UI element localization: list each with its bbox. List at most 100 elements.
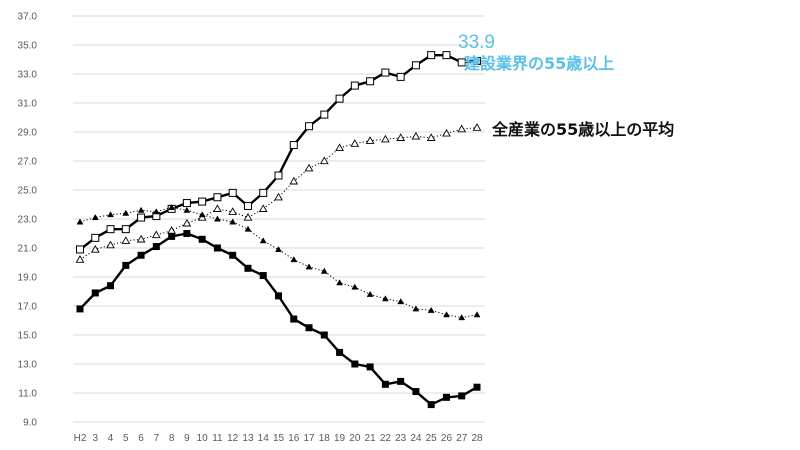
data-point [198, 235, 206, 243]
data-point [426, 133, 436, 141]
data-point [243, 212, 253, 221]
data-point [137, 206, 145, 213]
data-point [396, 133, 406, 141]
data-point [458, 314, 466, 321]
series-line [79, 206, 478, 319]
data-point [443, 311, 450, 318]
data-point [473, 311, 481, 318]
data-point [473, 56, 481, 65]
data-point [152, 208, 160, 215]
x-tick-label: 26 [441, 433, 453, 444]
data-point [137, 213, 146, 222]
data-point [473, 383, 481, 391]
data-point [183, 206, 191, 213]
data-point [183, 230, 191, 237]
y-tick-label: 19.0 [18, 273, 38, 284]
data-point [305, 324, 313, 332]
y-tick-label: 15.0 [18, 331, 38, 342]
x-tick-label: 11 [212, 433, 223, 444]
x-tick-label: 12 [227, 433, 239, 444]
data-point [427, 306, 435, 313]
data-point [304, 163, 314, 172]
data-point [320, 110, 329, 119]
y-tick-label: 29.0 [18, 128, 38, 139]
annotation-all-industry-label: 全産業の55歳以上の平均 [491, 120, 674, 139]
data-point [336, 348, 344, 356]
data-point [90, 244, 100, 253]
data-point [107, 211, 114, 218]
data-point [472, 123, 482, 131]
series-0 [76, 51, 481, 254]
data-point [320, 331, 328, 339]
data-point [442, 51, 451, 60]
data-point [351, 360, 359, 368]
data-point [152, 243, 160, 251]
x-tick-label: 18 [319, 433, 331, 444]
data-point [259, 237, 267, 244]
x-tick-label: 10 [197, 433, 209, 444]
data-point [213, 215, 221, 222]
data-point [274, 192, 283, 201]
series-group [75, 51, 482, 409]
x-tick-label: 28 [471, 433, 483, 444]
data-point [76, 305, 84, 313]
data-point [136, 234, 146, 243]
data-point [107, 282, 115, 290]
data-point [213, 244, 221, 252]
x-tick-label: 20 [349, 433, 361, 444]
data-point [442, 128, 451, 137]
data-point [396, 72, 405, 81]
data-point [412, 305, 420, 312]
data-point [137, 251, 145, 259]
data-point [289, 141, 298, 150]
data-point [213, 204, 222, 212]
data-point [335, 143, 344, 152]
data-point [198, 197, 207, 206]
series-2 [76, 230, 481, 409]
data-point [259, 188, 268, 197]
series-line [79, 127, 478, 261]
data-point [275, 292, 282, 300]
data-point [365, 136, 375, 144]
data-point [122, 261, 130, 269]
x-tick-label: 27 [456, 433, 468, 444]
x-tick-label: 4 [108, 433, 114, 444]
data-point [381, 134, 390, 143]
data-point [167, 226, 176, 234]
data-point [427, 51, 436, 60]
data-point [198, 211, 206, 218]
data-point [457, 58, 466, 67]
data-point [91, 289, 99, 297]
gridlines [73, 15, 485, 423]
data-point [213, 193, 222, 202]
data-point [289, 176, 299, 185]
data-point [182, 218, 192, 227]
x-tick-label: 25 [426, 433, 438, 444]
data-point [122, 209, 130, 216]
data-point [381, 380, 389, 388]
x-tick-label: 21 [365, 433, 377, 444]
data-point [228, 188, 237, 197]
data-point [366, 77, 375, 86]
data-point [457, 124, 467, 133]
x-tick-label: 5 [123, 433, 129, 444]
data-point [305, 122, 314, 131]
data-point [244, 225, 252, 232]
data-point [336, 279, 344, 286]
x-tick-label: 17 [303, 433, 315, 444]
y-tick-label: 37.0 [18, 12, 38, 23]
data-point [275, 245, 282, 252]
x-tick-label: 23 [395, 433, 407, 444]
data-point [244, 264, 252, 272]
data-point [290, 315, 298, 323]
data-point [121, 225, 130, 234]
data-point [168, 203, 176, 210]
data-point [106, 240, 115, 249]
series-3 [76, 203, 481, 321]
data-point [397, 377, 405, 385]
annotation-construction-label: 建設業界の55歳以上 [464, 54, 614, 73]
data-point [412, 388, 420, 396]
data-point [320, 267, 328, 274]
x-tick-label: 9 [184, 433, 190, 444]
